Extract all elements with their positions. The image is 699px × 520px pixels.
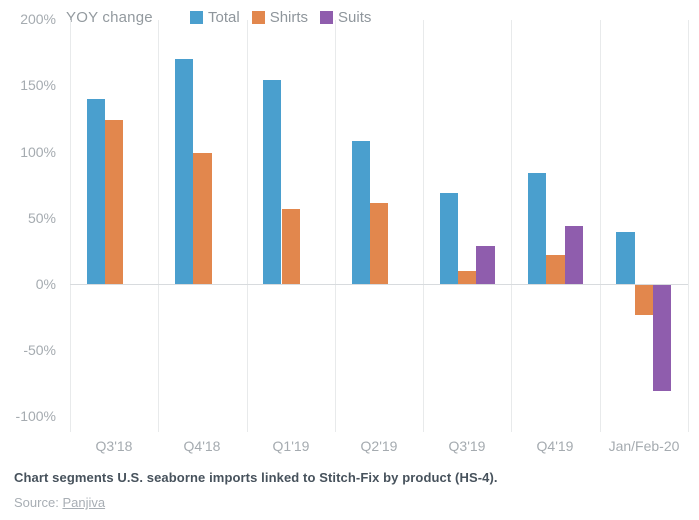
bar-shirts-q3-19 [458,270,477,284]
chart-legend: Total Shirts Suits [190,9,371,26]
yoy-change-chart: YOY change Total Shirts Suits 200% 150% 100%… [16,9,689,454]
bar-suits-jan-feb-20 [653,285,672,391]
bar-shirts-jan-feb-20 [634,285,653,316]
gridline-vertical [423,20,424,432]
gridline-vertical [247,20,248,432]
bar-total-q4-19 [528,172,547,284]
x-axis-label: Q3'19 [448,438,486,454]
bar-suits-q4-19 [564,225,583,284]
x-axis-label: Q4'18 [183,438,221,454]
legend-item-suits: Suits [320,9,371,26]
bar-shirts-q2-19 [369,203,389,284]
y-axis-tick-label: 0% [35,276,56,292]
x-axis-label: Q2'19 [360,438,398,454]
bar-shirts-q1-19 [281,208,300,284]
source-link[interactable]: Panjiva [62,495,106,510]
legend-swatch-icon [251,11,265,24]
y-axis-tick-label: 100% [20,144,56,160]
bar-total-q3-19 [439,192,459,284]
gridline-vertical [688,20,689,432]
gridline-vertical [600,20,601,432]
y-axis-tick-label: -100% [15,408,56,424]
y-axis-tick-label: -50% [23,342,56,358]
legend-swatch-icon [320,11,334,24]
x-axis-label: Jan/Feb-20 [608,438,680,454]
chart-title: YOY change [66,9,153,26]
bar-suits-q3-19 [476,245,495,284]
zero-axis-line [70,284,688,285]
bar-total-q3-18 [86,98,105,284]
legend-label: Suits [338,9,372,26]
bar-shirts-q4-19 [546,254,565,284]
bar-shirts-q3-18 [105,119,124,284]
y-axis-tick-label: 200% [20,11,56,27]
legend-label: Shirts [269,9,309,26]
gridline-vertical [335,20,336,432]
y-axis-tick-label: 50% [27,210,56,226]
plot-area: 200% 150% 100% 50% 0% -50% -100% Q3'18 Q4'18 Q1'1… [16,11,689,454]
chart-caption: Chart segments U.S. seaborne imports lin… [14,470,498,485]
y-axis-tick-label: 150% [20,77,56,93]
legend-label: Total [208,9,240,26]
gridline-vertical [158,20,159,432]
source-prefix: Source: [14,495,59,510]
bar-shirts-q4-18 [193,153,212,284]
source-row: Source: Panjiva [14,495,686,510]
bar-total-jan-feb-20 [616,232,635,284]
x-axis-label: Q3'18 [95,438,133,454]
bar-total-q1-19 [263,80,282,284]
bar-total-q4-18 [174,59,194,284]
gridline-vertical [511,20,512,432]
bar-total-q2-19 [351,141,370,284]
legend-item-total: Total [190,9,240,26]
legend-item-shirts: Shirts [251,9,309,26]
x-axis-label: Q1'19 [272,438,310,454]
x-axis-label: Q4'19 [536,438,574,454]
legend-swatch-icon [190,11,203,24]
gridline-vertical [70,20,71,432]
